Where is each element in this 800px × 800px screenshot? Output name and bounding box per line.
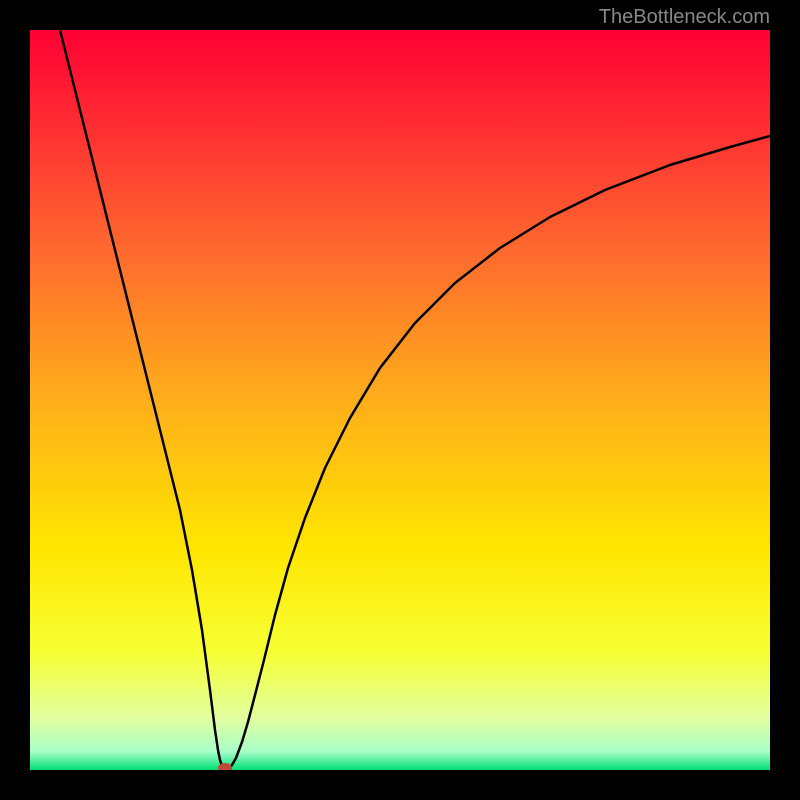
watermark-text: TheBottleneck.com — [599, 6, 770, 29]
frame-border-left — [0, 0, 30, 800]
bottleneck-chart: TheBottleneck.com — [0, 0, 800, 800]
bottleneck-curve — [30, 30, 770, 770]
frame-border-bottom — [0, 770, 800, 800]
frame-border-right — [770, 0, 800, 800]
